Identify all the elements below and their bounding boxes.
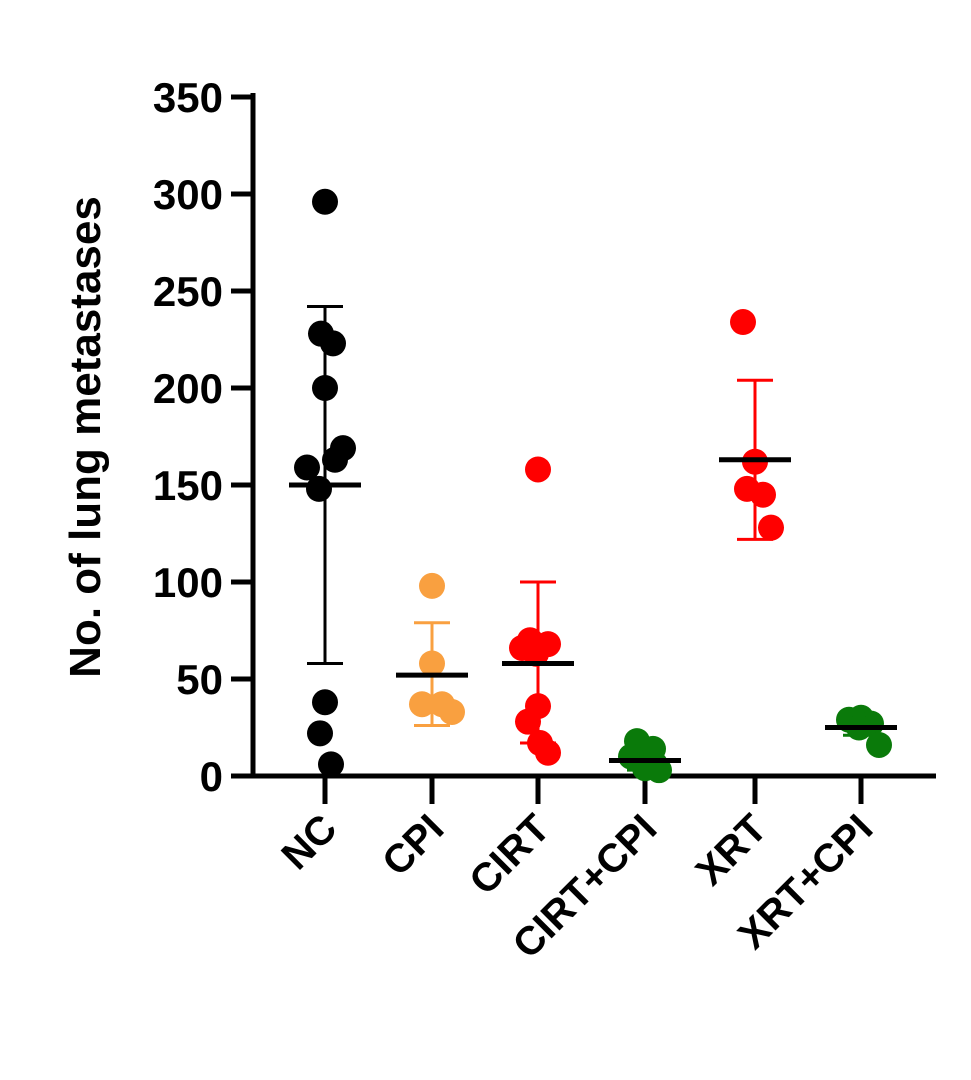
y-tick-label: 0	[200, 753, 223, 800]
data-point	[318, 751, 344, 778]
data-point	[535, 739, 561, 766]
data-point	[730, 309, 756, 336]
y-tick-label: 350	[153, 74, 223, 121]
y-tick-label: 300	[153, 171, 223, 218]
data-point	[419, 650, 445, 677]
data-point	[866, 731, 892, 758]
data-point	[307, 720, 333, 747]
data-point	[646, 757, 672, 784]
data-point	[525, 456, 551, 483]
y-tick-label: 100	[153, 559, 223, 606]
data-point	[322, 446, 348, 473]
data-point	[294, 454, 320, 481]
data-point	[409, 691, 435, 718]
y-axis-label: No. of lung metastases	[61, 196, 110, 678]
y-tick-label: 150	[153, 462, 223, 509]
data-point	[439, 698, 465, 725]
y-tick-label: 200	[153, 365, 223, 412]
x-tick-label: NC	[273, 806, 345, 878]
data-point	[515, 708, 541, 735]
data-point	[306, 475, 332, 502]
y-tick-label: 250	[153, 268, 223, 315]
data-point	[523, 640, 549, 667]
data-point	[419, 572, 445, 599]
data-point	[320, 330, 346, 357]
x-tick-label: CIRT	[461, 806, 558, 903]
data-point	[758, 514, 784, 541]
y-tick-label: 50	[176, 656, 223, 703]
data-point	[312, 375, 338, 401]
x-tick-label: XRT	[688, 806, 776, 894]
data-point	[312, 689, 338, 716]
data-point	[312, 188, 338, 215]
x-tick-label: CPI	[374, 806, 452, 884]
data-point	[750, 481, 776, 508]
